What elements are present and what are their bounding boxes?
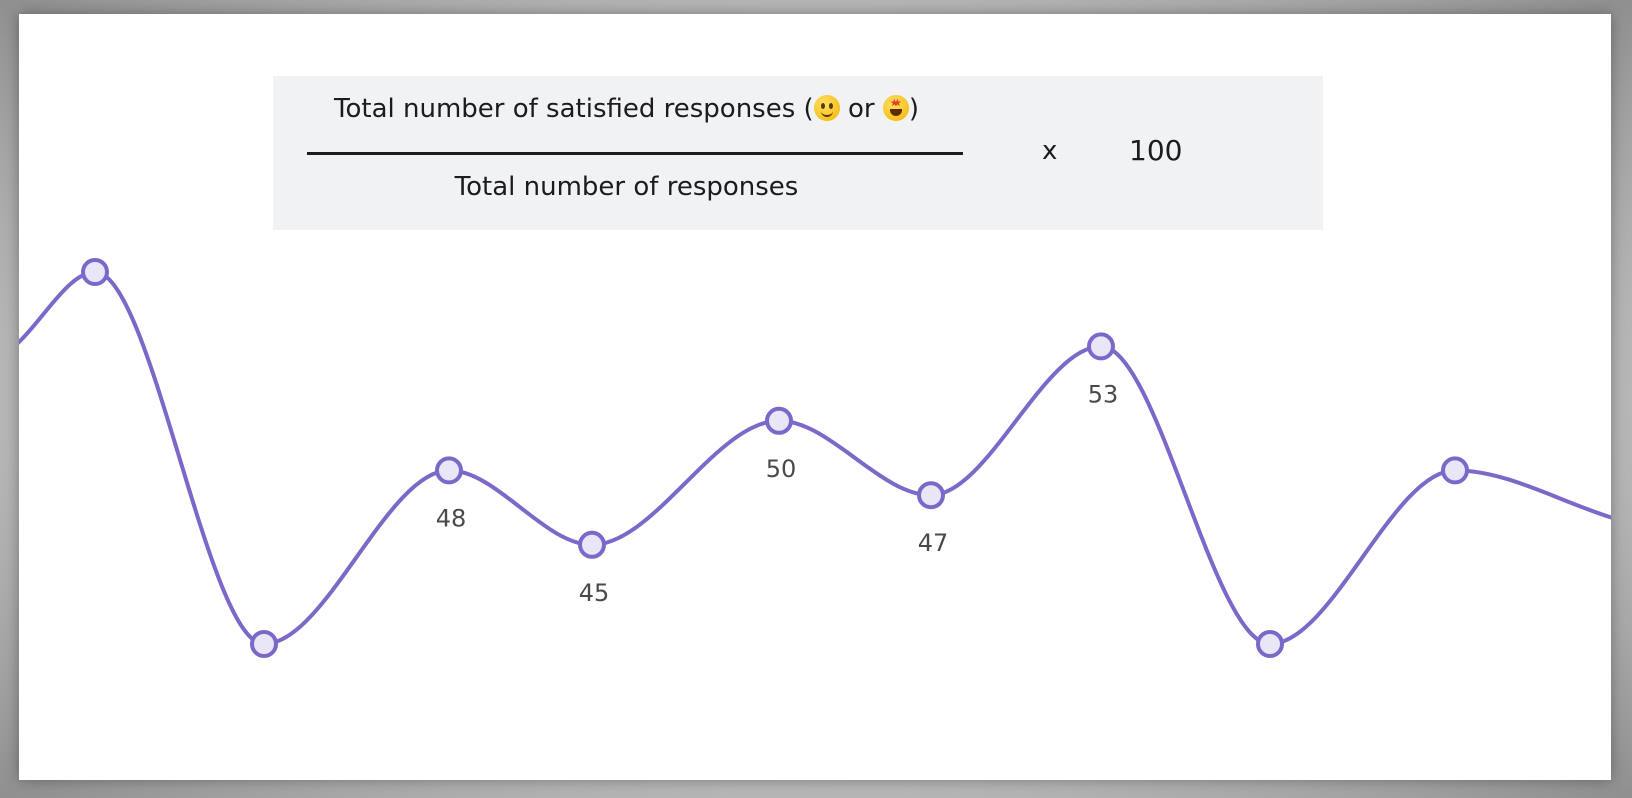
data-point-marker <box>81 258 109 286</box>
multiply-operator: x <box>1042 136 1058 166</box>
data-label: 48 <box>436 504 467 532</box>
data-point-marker <box>435 456 463 485</box>
slightly-smiling-face-icon <box>813 95 840 121</box>
fraction-line <box>307 152 963 155</box>
numerator-or: or <box>839 94 883 124</box>
data-point-marker <box>578 530 606 559</box>
data-label: 53 <box>1088 380 1119 408</box>
star-struck-face-icon <box>882 95 909 121</box>
formula-box: Total number of satisfied responses ( or… <box>273 76 1323 230</box>
numerator-close: ) <box>908 94 919 124</box>
data-label: 50 <box>766 455 797 483</box>
data-point-marker <box>1256 630 1284 658</box>
chart-card: Total number of satisfied responses ( or… <box>19 14 1611 780</box>
data-label: 45 <box>579 579 610 607</box>
data-point-marker <box>250 630 278 658</box>
formula-denominator: Total number of responses <box>454 172 799 202</box>
data-point-marker <box>1441 456 1469 485</box>
line-chart: 48 45 50 47 53 <box>19 258 1611 658</box>
data-point-marker <box>917 481 945 510</box>
formula-numerator: Total number of satisfied responses ( or… <box>273 94 980 124</box>
data-point-marker <box>1087 332 1115 361</box>
series-line <box>19 269 1611 647</box>
data-label: 47 <box>918 529 949 557</box>
data-point-marker <box>765 406 793 435</box>
numerator-text: Total number of satisfied responses ( <box>334 94 814 124</box>
multiplier-value: 100 <box>1129 134 1183 167</box>
